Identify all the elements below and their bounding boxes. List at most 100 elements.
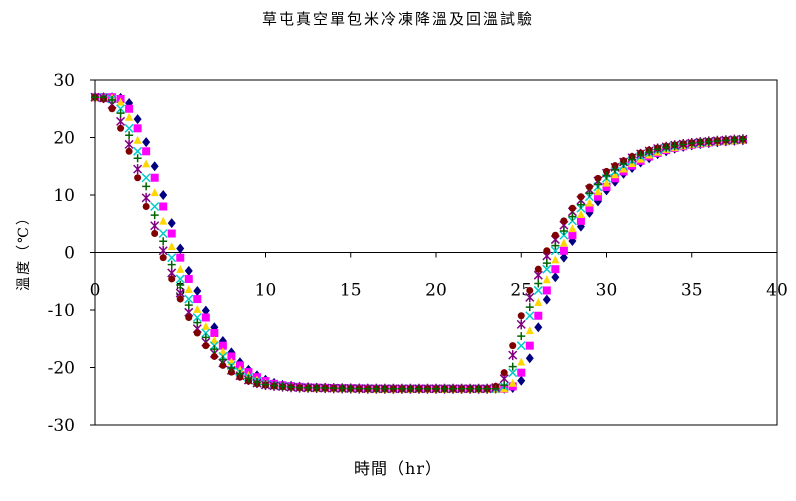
data-point-plus — [244, 374, 253, 383]
data-point-triangle — [508, 378, 517, 387]
data-point-diamond — [193, 286, 202, 297]
data-point-square — [193, 295, 202, 304]
y-tick-label: 30 — [53, 71, 75, 91]
data-point-triangle — [159, 216, 168, 225]
data-point-circle — [151, 230, 159, 238]
data-point-square — [184, 274, 193, 283]
x-tick-label: 40 — [766, 281, 788, 301]
data-point-square — [559, 246, 568, 255]
data-point-triangle — [116, 97, 125, 106]
data-point-star — [116, 116, 126, 127]
data-point-square — [611, 174, 620, 183]
data-point-plus — [593, 180, 602, 189]
data-point-plus — [108, 95, 117, 104]
data-point-square — [602, 182, 611, 191]
data-point-plus — [287, 382, 296, 391]
data-point-plus — [176, 280, 185, 289]
data-point-plus — [142, 182, 151, 191]
data-point-circle — [500, 369, 508, 377]
data-point-plus — [295, 383, 304, 392]
data-point-star — [516, 319, 526, 330]
data-point-diamond — [142, 137, 151, 148]
data-point-triangle — [193, 304, 202, 313]
data-point-plus — [397, 384, 406, 393]
data-point-plus — [116, 109, 125, 118]
data-point-triangle — [568, 224, 577, 233]
data-point-plus — [542, 259, 551, 268]
data-point-plus — [449, 384, 458, 393]
data-point-square — [218, 341, 227, 350]
data-point-triangle — [517, 357, 526, 366]
data-point-plus — [611, 165, 620, 174]
data-point-plus — [184, 301, 193, 310]
data-point-x — [542, 264, 552, 274]
data-point-x — [133, 146, 143, 156]
data-point-plus — [602, 171, 611, 180]
data-point-circle — [219, 361, 227, 369]
data-point-diamond — [184, 265, 193, 276]
data-point-plus — [372, 384, 381, 393]
series-circle — [91, 93, 747, 393]
data-point-plus — [576, 200, 585, 209]
y-tick-label: 10 — [53, 186, 75, 206]
data-point-circle — [134, 174, 142, 182]
data-point-circle — [142, 203, 150, 210]
data-marks — [90, 92, 748, 394]
data-point-circle — [526, 286, 534, 294]
data-point-square — [201, 313, 210, 322]
data-point-plus — [125, 131, 134, 140]
data-point-square — [142, 147, 151, 156]
y-tick-label: -10 — [48, 301, 75, 321]
data-point-plus — [210, 345, 219, 354]
data-point-plus — [585, 189, 594, 198]
data-point-diamond — [150, 161, 159, 172]
data-point-plus — [670, 141, 679, 150]
data-point-plus — [653, 145, 662, 154]
data-point-circle — [509, 342, 517, 350]
data-point-triangle — [125, 112, 134, 121]
data-point-star — [150, 220, 160, 231]
x-tick-label: 25 — [510, 281, 532, 301]
data-point-x — [175, 274, 185, 284]
data-point-circle — [594, 174, 602, 182]
data-point-x — [567, 216, 577, 226]
data-point-square — [210, 329, 219, 337]
data-point-triangle — [142, 159, 151, 168]
series-x — [90, 92, 748, 394]
data-point-diamond — [542, 294, 551, 305]
data-point-x — [525, 311, 535, 321]
data-point-plus — [321, 384, 330, 393]
data-point-circle — [108, 105, 116, 113]
data-point-plus — [713, 137, 722, 146]
data-point-triangle — [150, 188, 159, 197]
data-point-plus — [687, 139, 696, 148]
data-point-plus — [491, 384, 500, 393]
data-point-square — [534, 311, 543, 320]
data-point-diamond — [534, 322, 543, 333]
data-point-plus — [406, 384, 415, 393]
y-tick-label: 20 — [53, 129, 75, 149]
data-point-diamond — [559, 252, 568, 263]
data-point-x — [559, 230, 569, 240]
data-point-triangle — [133, 135, 142, 144]
data-point-plus — [423, 384, 432, 393]
data-point-plus — [559, 226, 568, 235]
data-point-diamond — [525, 353, 534, 364]
data-point-plus — [150, 211, 159, 220]
data-point-plus — [278, 382, 287, 391]
x-tick-label: 20 — [425, 281, 447, 301]
data-point-plus — [218, 355, 227, 364]
data-point-plus — [167, 260, 176, 269]
data-point-plus — [338, 384, 347, 393]
data-point-star — [141, 192, 151, 203]
data-point-diamond — [167, 218, 176, 229]
data-point-circle — [577, 193, 585, 201]
data-point-x — [508, 368, 518, 378]
data-point-x — [192, 312, 202, 323]
data-point-square — [542, 286, 551, 295]
data-point-plus — [662, 143, 671, 152]
data-point-triangle — [201, 321, 210, 330]
data-point-square — [576, 216, 585, 225]
data-point-diamond — [517, 375, 526, 386]
